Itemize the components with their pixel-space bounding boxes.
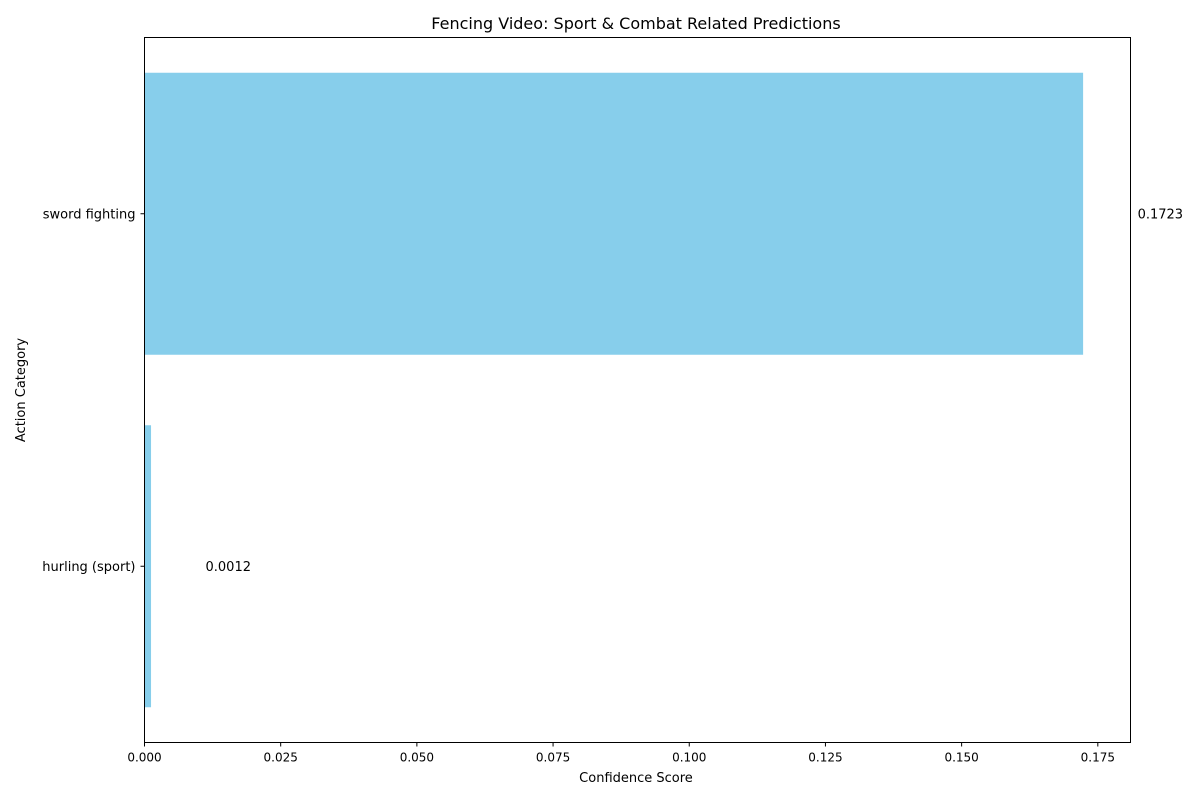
x-tick-label: 0.075	[536, 751, 570, 765]
bar-hurling-sport	[144, 425, 152, 708]
bar-sword-fighting	[144, 72, 1084, 355]
x-axis-label: Confidence Score	[579, 771, 693, 786]
chart-title: Fencing Video: Sport & Combat Related Pr…	[431, 14, 840, 33]
y-tick-label: sword fighting	[43, 207, 136, 222]
y-tick-label: hurling (sport)	[42, 560, 135, 575]
x-tick-label: 0.050	[400, 751, 434, 765]
x-tick-label: 0.150	[944, 751, 978, 765]
x-tick-label: 0.025	[264, 751, 298, 765]
data-label: 0.0012	[206, 560, 252, 575]
x-tick-label: 0.175	[1081, 751, 1115, 765]
y-axis-label: Action Category	[14, 338, 29, 443]
x-tick-label: 0.000	[127, 751, 161, 765]
x-tick-label: 0.125	[808, 751, 842, 765]
plot-frame	[144, 37, 1131, 743]
data-label: 0.1723	[1138, 207, 1184, 222]
x-tick-label: 0.100	[672, 751, 706, 765]
